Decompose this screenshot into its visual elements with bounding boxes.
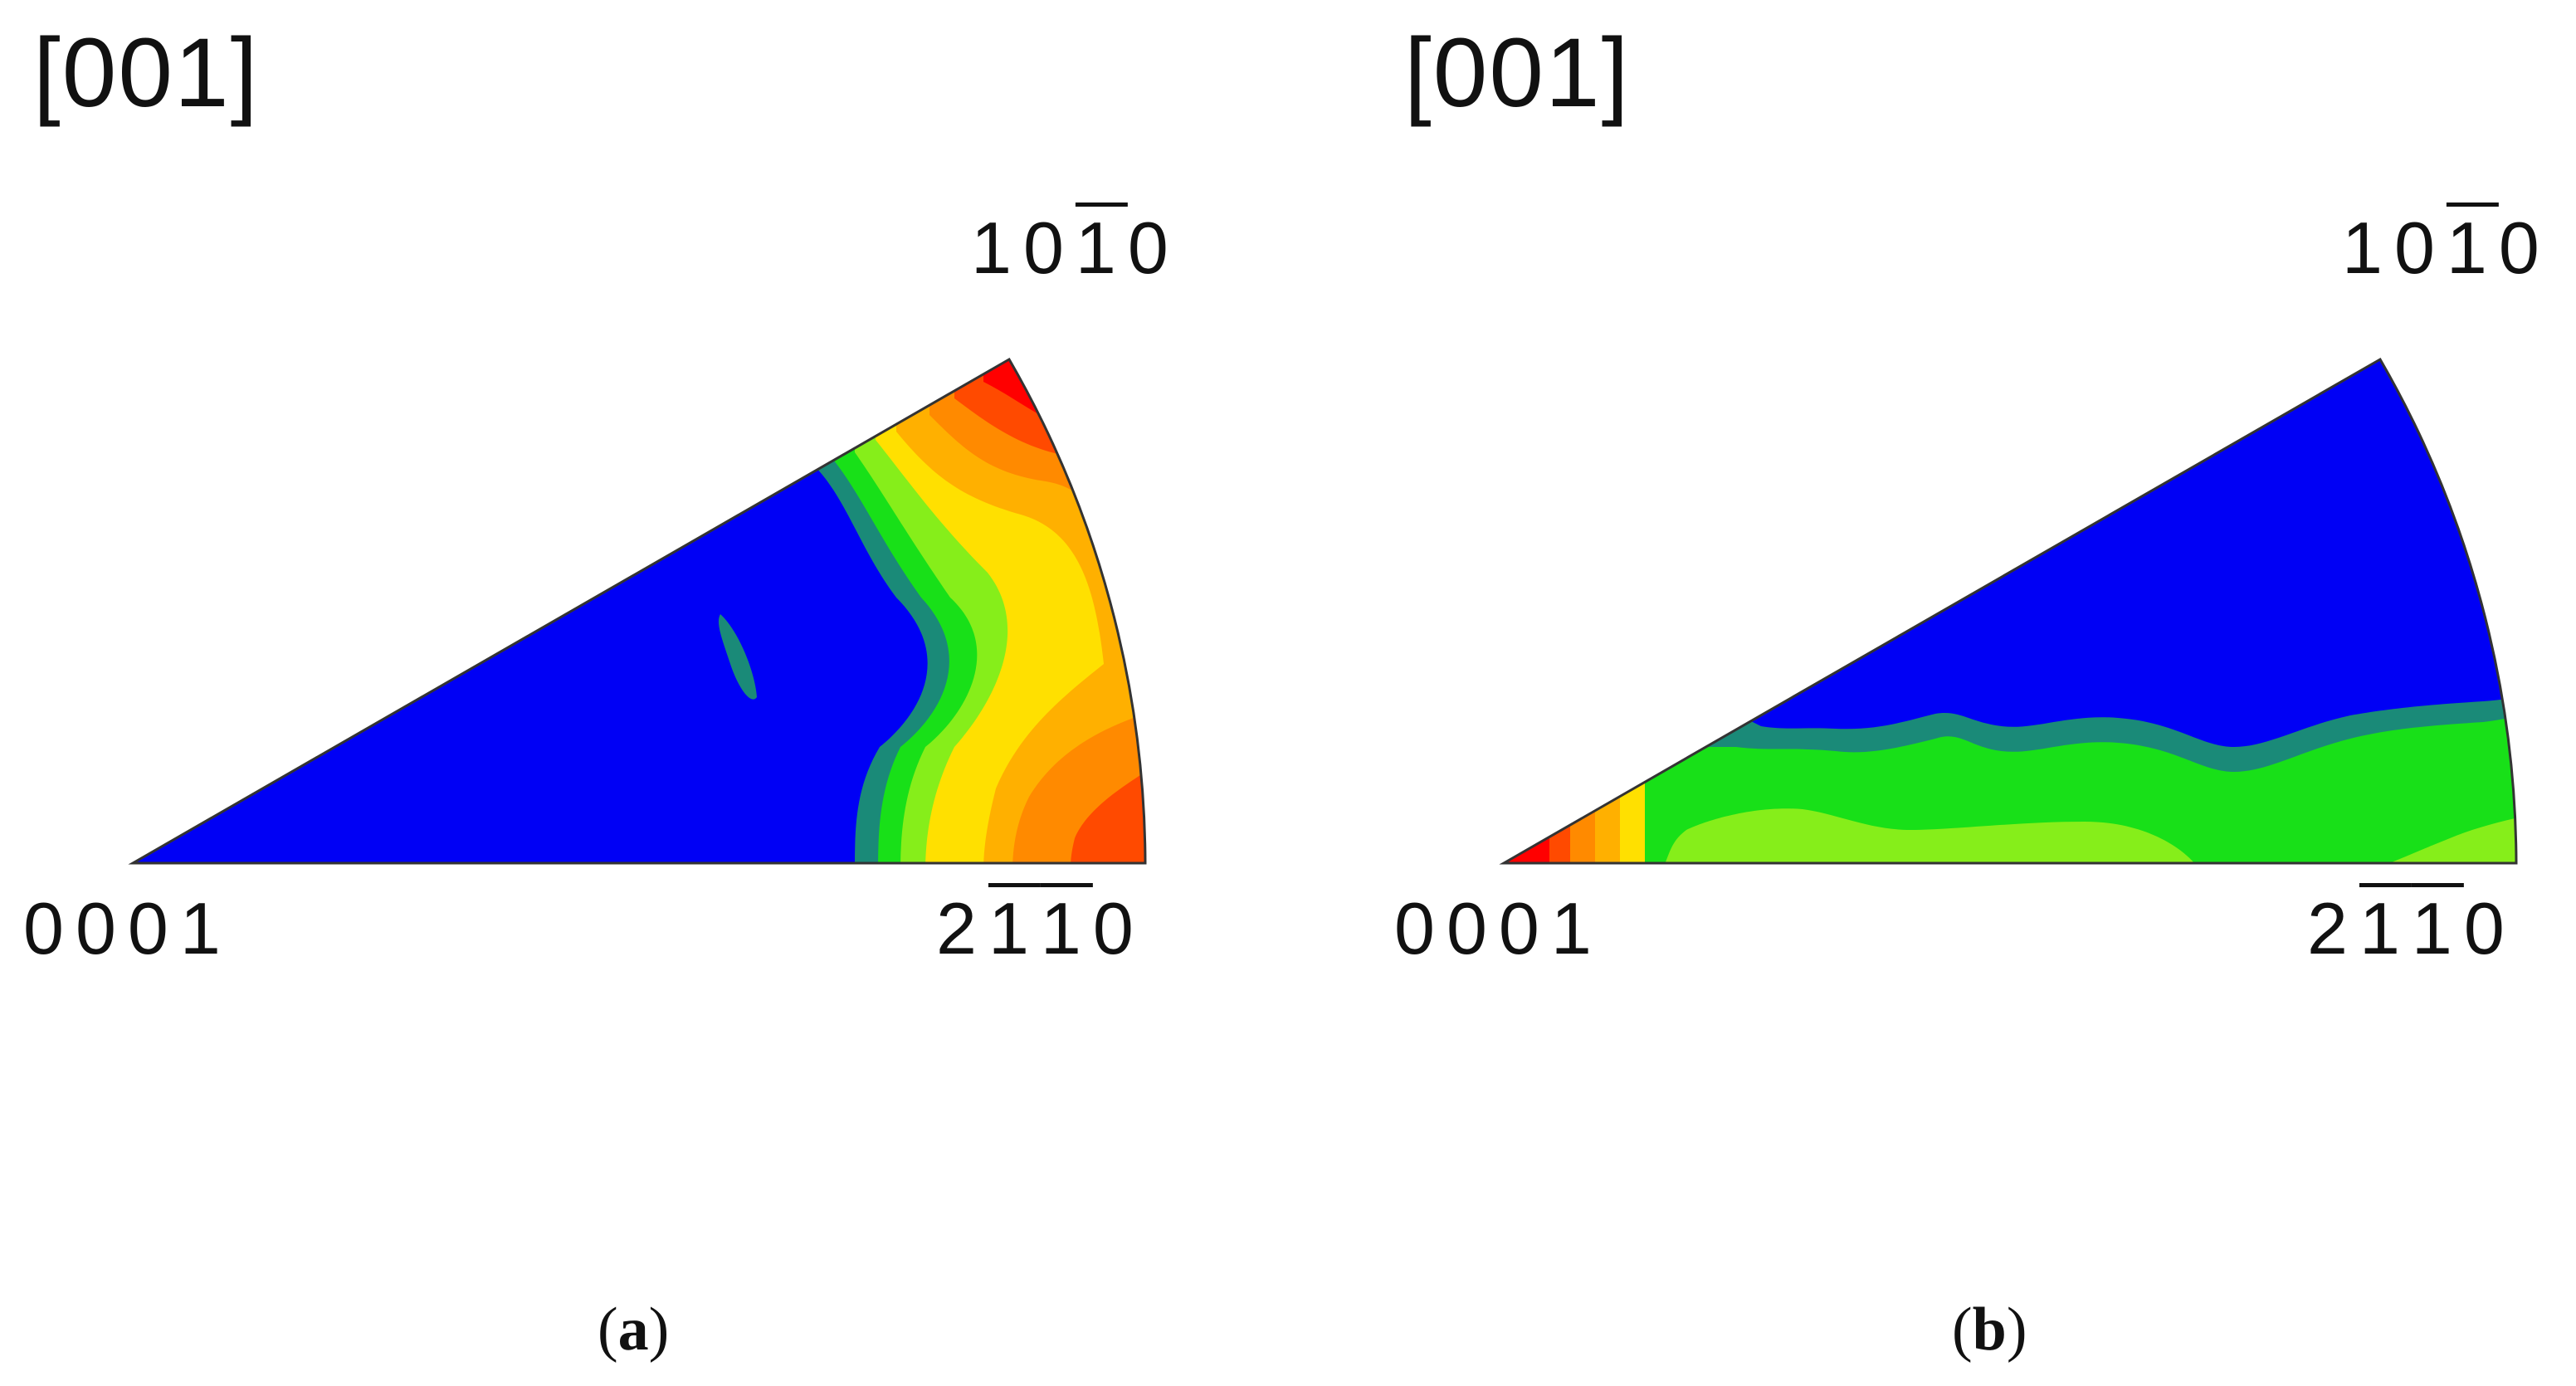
pole-digit-bar: 1 xyxy=(2446,207,2499,289)
region-red-orange-bottom xyxy=(1071,772,1145,863)
region-orange xyxy=(1504,359,1595,863)
panel-a: [001] 1010 0001 2110 (a) xyxy=(23,18,1180,1364)
pole-digit: 1 xyxy=(971,207,1023,289)
region-blue xyxy=(1504,359,2516,747)
pole-digit: 2 xyxy=(2307,887,2359,969)
region-amber xyxy=(1504,359,1620,863)
pole-digit: 1 xyxy=(2342,207,2394,289)
pole-top-right: 1010 xyxy=(971,206,1180,290)
pole-digit: 0 xyxy=(1127,207,1180,289)
pole-digit-bar: 1 xyxy=(988,887,1041,969)
direction-label: [001] xyxy=(33,18,260,128)
region-red-orange xyxy=(1504,359,1570,863)
pole-digit: 0 xyxy=(1394,887,1447,969)
pole-digit: 0 xyxy=(1446,887,1499,969)
pole-digit-bar: 1 xyxy=(2359,887,2412,969)
pole-digit-bar: 1 xyxy=(1075,207,1128,289)
pole-digit: 0 xyxy=(1092,887,1145,969)
pole-digit: 0 xyxy=(2498,207,2551,289)
pole-bottom-right: 2110 xyxy=(2307,886,2516,971)
pole-digit: 1 xyxy=(1550,887,1603,969)
pole-bottom-left: 0001 xyxy=(1394,886,1603,971)
pole-digit: 0 xyxy=(75,887,128,969)
panel-b: [001] 1010 0001 2110 (b) xyxy=(1371,0,2576,1386)
pole-digit: 0 xyxy=(23,887,76,969)
panel-caption: (a) xyxy=(598,1296,670,1364)
pole-digit-bar: 1 xyxy=(2411,887,2464,969)
ipf-outline xyxy=(128,357,1147,865)
inverse-pole-figure-a xyxy=(128,357,1147,865)
pole-digit: 0 xyxy=(1022,207,1076,289)
pole-digit-bar: 1 xyxy=(1040,887,1093,969)
inverse-pole-figure-b xyxy=(1499,357,2518,865)
pole-digit: 2 xyxy=(936,887,988,969)
ipf-outline xyxy=(1499,357,2518,865)
caption-letter: a xyxy=(617,1296,649,1364)
pole-bottom-left: 0001 xyxy=(23,886,232,971)
pole-bottom-right: 2110 xyxy=(936,886,1145,971)
pole-top-right: 1010 xyxy=(2342,206,2551,290)
pole-digit: 0 xyxy=(127,887,180,969)
direction-label: [001] xyxy=(1404,18,1631,128)
spot-teal xyxy=(718,614,757,700)
pole-digit: 0 xyxy=(1498,887,1551,969)
panel-caption: (b) xyxy=(1952,1296,2027,1364)
pole-digit: 1 xyxy=(179,887,232,969)
region-yellow xyxy=(1504,359,1645,863)
caption-letter: b xyxy=(1972,1296,2007,1364)
region-red xyxy=(1504,359,1549,863)
pole-digit: 0 xyxy=(2393,207,2447,289)
pole-digit: 0 xyxy=(2463,887,2516,969)
